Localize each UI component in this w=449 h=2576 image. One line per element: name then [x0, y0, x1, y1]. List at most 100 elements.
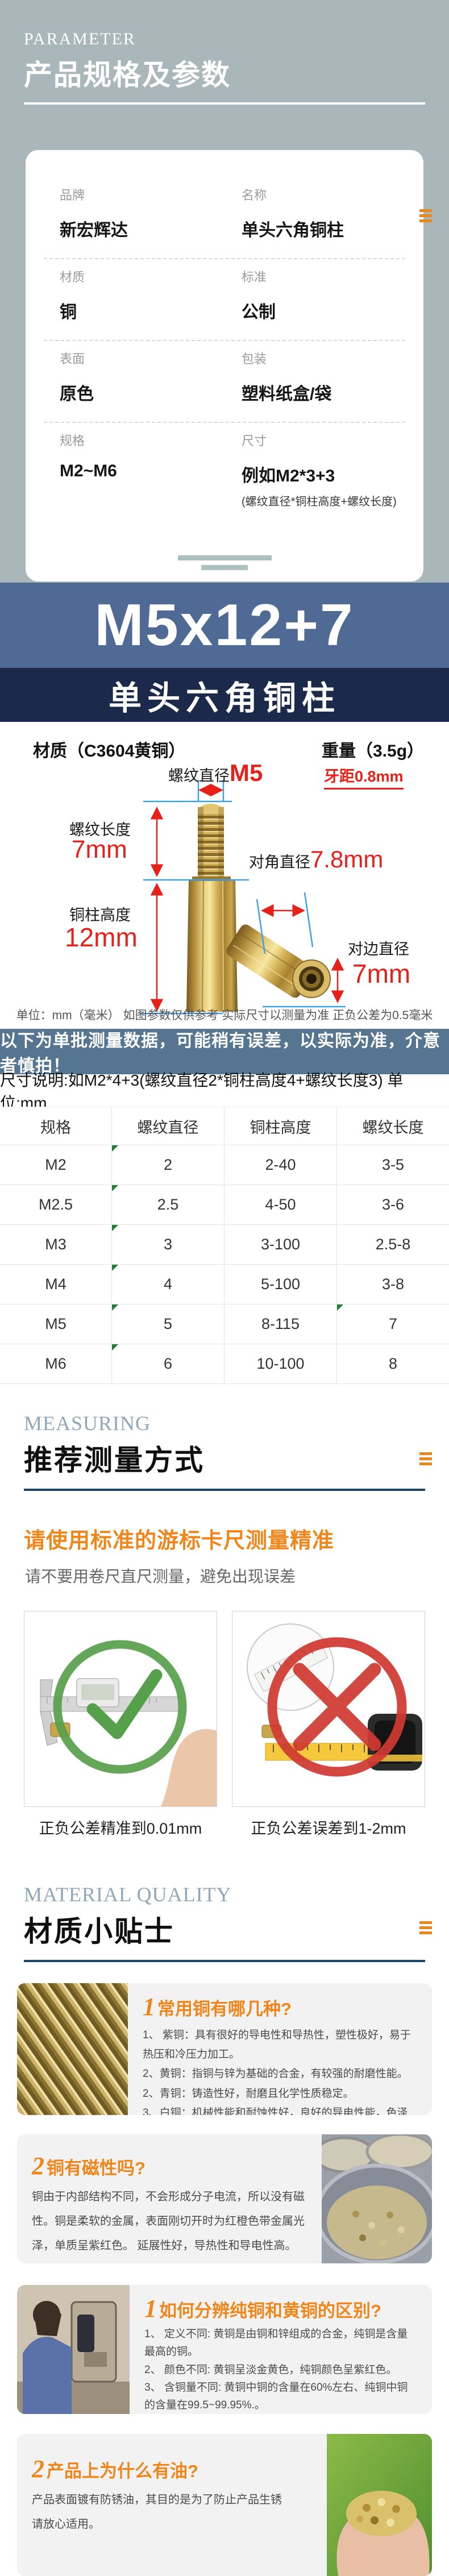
table-cell: 3 — [112, 1225, 224, 1265]
spec-row: 品牌 新宏辉达 名称 单头六角铜柱 — [43, 177, 406, 258]
dashed-divider — [44, 422, 405, 423]
tip-number: 1 — [144, 2295, 157, 2322]
header-divider — [24, 102, 425, 105]
weight-label: 重量（3.5g） — [322, 742, 425, 761]
thread-diameter-dim: 螺纹直径 M5 — [168, 759, 263, 787]
tip-copper-types: 1 常用铜有哪几种? 1、 紫铜：具有很好的导电性和导热性，塑性极好，易于热压和… — [17, 1983, 432, 2115]
table-cell: 10-100 — [224, 1344, 337, 1384]
table-cell: 6 — [112, 1344, 224, 1384]
section-title: 材质小贴士 — [24, 1916, 174, 1947]
section-eyebrow: PARAMETER — [24, 30, 136, 48]
table-cell: M5 — [0, 1304, 112, 1344]
table-cell: 3-8 — [337, 1265, 449, 1304]
card-decoration-bar — [177, 555, 272, 560]
flat-diameter-value: 7mm — [352, 959, 411, 988]
tip-question: 常用铜有哪几种? — [157, 1999, 292, 2019]
tip-line: 请放心适用。 — [32, 2518, 100, 2531]
table-cell: 2.5 — [112, 1185, 224, 1225]
section-title: 推荐测量方式 — [24, 1444, 205, 1476]
col-header: 螺纹直径 — [112, 1107, 224, 1145]
body-height-label: 铜柱高度 — [69, 907, 131, 924]
product-name: 单头六角铜柱 — [108, 679, 340, 717]
table-cell: M2.5 — [0, 1185, 112, 1225]
spec-label: 规格 — [60, 434, 85, 448]
section-eyebrow: MEASURING — [24, 1412, 151, 1435]
measurement-notice-banner: 以下为单批测量数据，可能稍有误差，以实际为准，介意者慎拍！ — [0, 1029, 449, 1075]
table-cell: M4 — [0, 1265, 112, 1304]
table-cell: 3-100 — [224, 1225, 337, 1265]
thread-length-value: 7mm — [72, 836, 127, 863]
table-cell: 8 — [337, 1344, 449, 1384]
dimension-diagram: 材质（C3604黄铜） 重量（3.5g） 牙距0.8mm 螺纹直径 M5 螺纹长… — [0, 722, 449, 1029]
brass-rods-photo — [17, 1983, 128, 2115]
table-cell: M2 — [0, 1145, 112, 1185]
model-banner: M5x12+7 — [0, 583, 449, 668]
table-cell: 5-100 — [224, 1265, 337, 1304]
thread-stud — [198, 807, 224, 880]
size-table: 规格 螺纹直径 铜柱高度 螺纹长度 M2 2 2-40 3-5 M2.5 2.5… — [0, 1107, 449, 1384]
spec-value: 塑料纸盒/袋 — [242, 385, 332, 404]
brass-parts-bowls-photo — [322, 2134, 432, 2263]
tip-question: 产品上为什么有油? — [47, 2461, 198, 2481]
spec-label: 名称 — [242, 188, 267, 202]
caliper-correct-image — [24, 1611, 217, 1807]
spec-value: 铜 — [60, 303, 77, 322]
measuring-headline: 请使用标准的游标卡尺测量精准 — [24, 1529, 335, 1553]
spec-value: M2~M6 — [60, 462, 117, 480]
thread-diameter-value: M5 — [230, 759, 263, 786]
tip-line: 产品表面镀有防锈油，其目的是为了防止产品生锈 — [32, 2494, 282, 2506]
table-cell: 3-6 — [337, 1185, 449, 1225]
material-quality-section: MATERIAL QUALITY 材质小贴士 1 常用铜有哪几种? 1、 紫铜：… — [0, 1858, 449, 2576]
parameter-section: PARAMETER 产品规格及参数 品牌 新宏辉达 名称 单头六角铜柱 材质铜 标准… — [0, 0, 449, 583]
tip-number: 1 — [143, 1993, 155, 2021]
spec-card: 品牌 新宏辉达 名称 单头六角铜柱 材质铜 标准 公制 表面 原色 包装 塑料纸盒/袋 规… — [26, 150, 423, 581]
table-cell: 8-115 — [224, 1304, 337, 1344]
inspection-photo — [17, 2285, 130, 2414]
spec-label: 表面 — [60, 352, 85, 366]
hex-column — [186, 880, 238, 1012]
card-decoration-bar — [201, 565, 248, 570]
tip-line: 铜由于内部结构不同，不会形成分子电流，所以没有磁性。铜是柔软的金属，表面刚切开时… — [32, 2191, 305, 2252]
table-cell: 7 — [337, 1304, 449, 1344]
thread-length-label: 螺纹长度 — [69, 821, 131, 838]
tip-line: 2、黄铜：指铜与锌为基础的合金，有较强的耐磨性能。 — [143, 2068, 408, 2080]
table-cell: 2.5-8 — [337, 1225, 449, 1265]
body-height-value: 12mm — [65, 923, 138, 952]
tip-line: 3、白铜：机械性能和耐蚀性好，良好的导电性能，色泽美观。 — [143, 2106, 408, 2115]
pitch-label: 牙距0.8mm — [324, 764, 404, 790]
spec-note: (螺纹直径*铜柱高度+螺纹长度) — [242, 496, 397, 508]
tip-number: 2 — [32, 2455, 44, 2483]
tip-line: 2、 颜色不同: 黄铜呈淡金黄色，纯铜颜色呈紫红色。 — [144, 2363, 397, 2376]
spec-label: 包装 — [242, 352, 267, 366]
caliper-with-green-check — [40, 1640, 217, 1806]
tip-pure-vs-brass: 1 如何分辨纯铜和黄铜的区别? 1、 定义不同: 黄铜是由铜和锌组成的合金，纯铜… — [17, 2285, 432, 2414]
table-cell: 3-5 — [337, 1145, 449, 1185]
menu-icon — [419, 209, 432, 225]
table-cell: M3 — [0, 1225, 112, 1265]
tip-number: 2 — [32, 2152, 44, 2180]
spec-label: 标准 — [242, 270, 267, 284]
spec-row: 表面 原色 包装 塑料纸盒/袋 — [43, 341, 406, 422]
spec-value: 新宏辉达 — [60, 221, 128, 240]
spec-row: 材质铜 标准 公制 — [43, 259, 406, 340]
menu-icon — [419, 1921, 432, 1937]
image-caption: 正负公差精准到0.01mm — [39, 1820, 202, 1837]
tip-line: 2、青铜：铸造性好，耐磨且化学性质稳定。 — [143, 2087, 354, 2100]
tape-measure-with-red-cross — [247, 1623, 422, 1777]
tip-question: 如何分辨纯铜和黄铜的区别? — [159, 2301, 381, 2321]
col-header: 规格 — [0, 1107, 112, 1145]
table-cell: 4-50 — [224, 1185, 337, 1225]
tip-line: 1、 紫铜：具有很好的导电性和导热性，塑性极好，易于热压和冷压力加工。 — [143, 2029, 411, 2061]
table-cell: 4 — [112, 1265, 224, 1304]
measuring-section: MEASURING 推荐测量方式 请使用标准的游标卡尺测量精准 请不要用卷尺直尺… — [0, 1384, 449, 1858]
table-cell: M6 — [0, 1344, 112, 1384]
dashed-divider — [44, 258, 405, 259]
spec-label: 品牌 — [60, 188, 85, 202]
col-header: 铜柱高度 — [224, 1107, 337, 1145]
diagonal-diameter-dim: 对角直径 7.8mm — [249, 846, 383, 873]
standoff-illustration — [140, 780, 346, 1015]
tape-wrong-image — [232, 1611, 425, 1807]
tip-question: 铜有磁性吗? — [47, 2158, 145, 2178]
image-caption: 正负公差误差到1-2mm — [251, 1820, 406, 1837]
